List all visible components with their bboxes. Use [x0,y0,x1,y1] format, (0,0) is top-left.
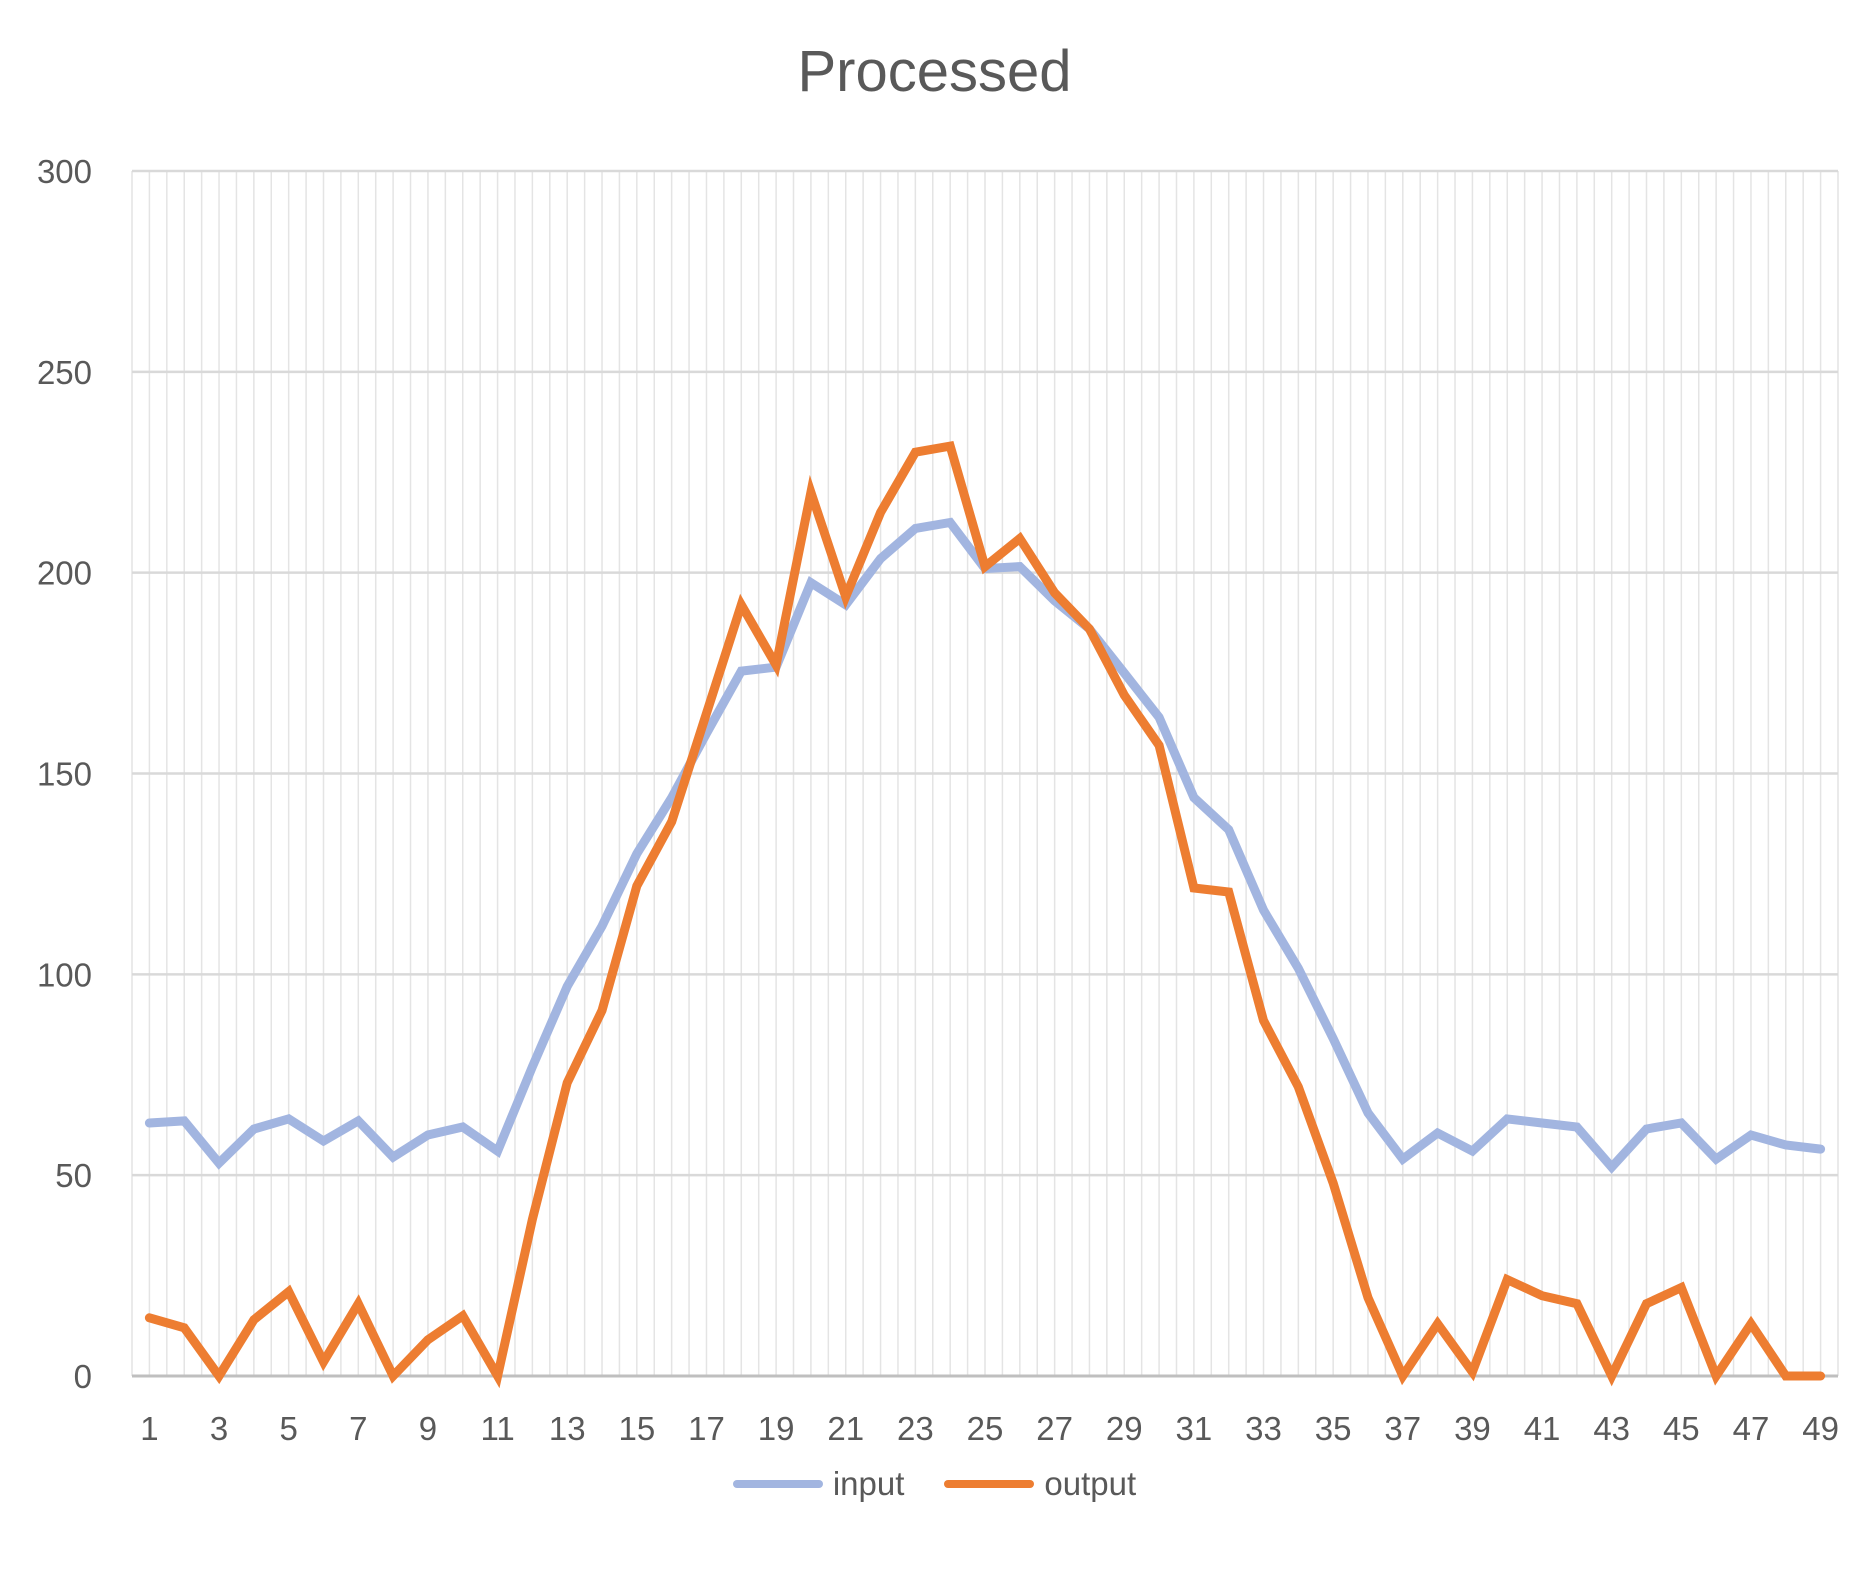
y-tick-label: 150 [37,756,92,793]
x-tick-label: 1 [140,1410,158,1447]
x-tick-label: 23 [897,1410,934,1447]
y-tick-label: 50 [55,1157,92,1194]
x-tick-label: 41 [1524,1410,1561,1447]
x-tick-label: 35 [1315,1410,1352,1447]
x-tick-label: 17 [688,1410,725,1447]
x-tick-label: 39 [1454,1410,1491,1447]
x-tick-label: 5 [279,1410,297,1447]
x-tick-label: 47 [1733,1410,1770,1447]
x-tick-label: 13 [549,1410,586,1447]
x-tick-label: 43 [1593,1410,1630,1447]
y-tick-label: 0 [74,1358,92,1395]
x-tick-label: 7 [349,1410,367,1447]
legend-label-input: input [832,1465,905,1502]
x-tick-label: 3 [210,1410,228,1447]
y-tick-label: 100 [37,956,92,993]
legend-item-output: output [944,1465,1136,1503]
x-tick-label: 11 [480,1410,514,1447]
x-tick-label: 27 [1036,1410,1073,1447]
x-tick-label: 19 [758,1410,795,1447]
legend-item-input: input [732,1465,905,1503]
x-tick-label: 33 [1245,1410,1282,1447]
series-lines [144,440,1826,1389]
x-tick-label: 29 [1106,1410,1143,1447]
x-tick-label: 15 [618,1410,655,1447]
legend-label-output: output [1044,1465,1137,1502]
chart-title: Processed [797,39,1072,104]
legend-swatch-input [732,1480,823,1488]
y-tick-label: 250 [37,354,92,391]
y-tick-label: 300 [37,153,92,190]
x-tick-label: 25 [967,1410,1004,1447]
legend-swatch-output [944,1480,1035,1488]
x-tick-label: 9 [419,1410,437,1447]
y-tick-label: 200 [37,555,92,592]
x-tick-label: 49 [1802,1410,1839,1447]
x-tick-label: 21 [827,1410,864,1447]
x-tick-label: 31 [1176,1410,1213,1447]
legend: input output [0,1465,1869,1503]
x-tick-label: 37 [1384,1410,1421,1447]
x-tick-label: 45 [1663,1410,1700,1447]
x-axis-tick-labels: 1 3 5 7 9 11 13 15 17 19 21 23 25 27 29 31 33 35 37 39 41 43 4… [140,1410,1839,1447]
y-axis-tick-labels: 0 50 100 150 200 250 300 [37,153,92,1395]
series-line-output [144,440,1826,1389]
